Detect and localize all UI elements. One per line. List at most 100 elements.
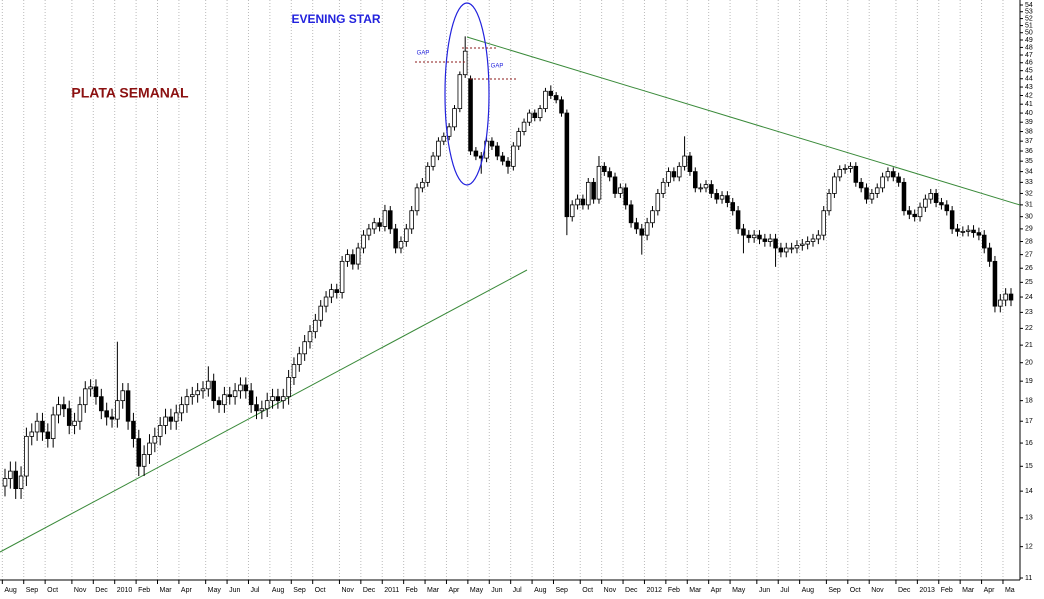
y-tick-label: 19 bbox=[1025, 378, 1033, 385]
x-tick-label: Jul bbox=[780, 587, 789, 594]
candle-body bbox=[355, 247, 361, 265]
candle-body bbox=[521, 121, 527, 132]
x-tick-label: Oct bbox=[315, 587, 326, 594]
x-tick-label: Dec bbox=[95, 587, 108, 594]
x-tick-label: Mar bbox=[689, 587, 702, 594]
candle-body bbox=[227, 394, 233, 398]
candle-body bbox=[211, 380, 216, 402]
candle-body bbox=[511, 145, 516, 167]
y-tick-label: 42 bbox=[1025, 92, 1033, 99]
y-tick-label: 38 bbox=[1025, 128, 1033, 135]
y-tick-label: 46 bbox=[1025, 60, 1033, 67]
candle-body bbox=[115, 400, 120, 420]
candle-body bbox=[307, 331, 313, 343]
candle-body bbox=[339, 260, 345, 293]
candle-body bbox=[907, 210, 912, 215]
y-tick-label: 47 bbox=[1025, 52, 1033, 59]
y-tick-label: 20 bbox=[1025, 360, 1033, 367]
y-tick-label: 37 bbox=[1025, 138, 1033, 145]
y-tick-label: 33 bbox=[1025, 179, 1033, 186]
y-tick-label: 28 bbox=[1025, 238, 1033, 245]
y-tick-label: 16 bbox=[1025, 440, 1033, 447]
x-tick-label: Aug bbox=[272, 587, 285, 594]
y-tick-label: 34 bbox=[1025, 168, 1033, 175]
candle-body bbox=[88, 386, 93, 390]
candle-body bbox=[976, 232, 982, 236]
y-tick-label: 25 bbox=[1025, 279, 1033, 286]
x-tick-label: Dec bbox=[363, 587, 376, 594]
candle-body bbox=[998, 299, 1003, 307]
annotation: GAP bbox=[417, 51, 430, 57]
candle-body bbox=[693, 171, 698, 189]
candle-body bbox=[864, 187, 869, 200]
candle-body bbox=[901, 181, 907, 212]
candle-body bbox=[805, 241, 810, 245]
candle-body bbox=[783, 247, 789, 253]
candle-body bbox=[318, 305, 323, 321]
x-tick-label: May bbox=[208, 587, 222, 594]
candle-body bbox=[602, 165, 607, 173]
candle-body bbox=[960, 230, 966, 233]
candle-body bbox=[120, 390, 125, 402]
x-tick-label: Aug bbox=[4, 587, 17, 594]
candle-body bbox=[505, 160, 511, 167]
y-tick-label: 17 bbox=[1025, 418, 1033, 425]
candle-body bbox=[516, 131, 521, 147]
candle-body bbox=[495, 145, 500, 157]
candle-body bbox=[414, 187, 420, 212]
candle-body bbox=[607, 171, 612, 178]
candle-body bbox=[917, 206, 923, 218]
candle-body bbox=[206, 380, 211, 390]
candle-body bbox=[821, 210, 826, 236]
candle-body bbox=[955, 228, 960, 232]
y-tick-label: 12 bbox=[1025, 544, 1033, 551]
y-tick-label: 40 bbox=[1025, 110, 1033, 117]
y-tick-label: 53 bbox=[1025, 9, 1033, 16]
y-tick-label: 41 bbox=[1025, 101, 1033, 108]
candle-body bbox=[559, 99, 564, 114]
candle-body bbox=[323, 296, 329, 307]
candle-body bbox=[345, 254, 350, 262]
candle-body bbox=[826, 193, 832, 212]
candle-body bbox=[420, 181, 425, 189]
candle-body bbox=[109, 416, 115, 420]
candle-body bbox=[18, 475, 24, 489]
candle-body bbox=[195, 390, 200, 396]
candle-body bbox=[767, 238, 773, 242]
evening-star-ellipse bbox=[444, 2, 490, 186]
y-tick-label: 39 bbox=[1025, 119, 1033, 126]
candle-body bbox=[136, 438, 142, 467]
y-tick-label: 43 bbox=[1025, 84, 1033, 91]
y-tick-label: 21 bbox=[1025, 342, 1033, 349]
candle-body bbox=[200, 388, 206, 392]
x-tick-label: Nov bbox=[341, 587, 354, 594]
x-tick-label: May bbox=[732, 587, 746, 594]
candle-body bbox=[270, 396, 275, 402]
x-tick-label: 2012 bbox=[646, 587, 662, 594]
y-tick-label: 14 bbox=[1025, 488, 1033, 495]
candle-body bbox=[264, 400, 270, 410]
candle-body bbox=[473, 150, 479, 157]
x-tick-label: Jun bbox=[491, 587, 502, 594]
candle-body bbox=[409, 210, 414, 230]
candle-body bbox=[794, 245, 800, 249]
x-tick-label: Mar bbox=[160, 587, 173, 594]
candle-body bbox=[709, 184, 714, 194]
x-tick-label: Feb bbox=[138, 587, 150, 594]
candle-body bbox=[591, 181, 596, 200]
candle-body bbox=[179, 404, 184, 414]
candle-body bbox=[933, 193, 939, 203]
candle-body bbox=[168, 416, 174, 422]
candle-body bbox=[741, 228, 746, 236]
candle-body bbox=[82, 388, 88, 406]
candle-body bbox=[291, 364, 297, 378]
candle-body bbox=[639, 228, 645, 236]
candle-body bbox=[184, 396, 190, 406]
candle-body bbox=[388, 210, 393, 230]
candle-body bbox=[751, 234, 757, 239]
candle-body bbox=[66, 408, 72, 426]
y-tick-label: 31 bbox=[1025, 202, 1033, 209]
y-tick-label: 44 bbox=[1025, 76, 1033, 83]
x-tick-label: Mar bbox=[962, 587, 975, 594]
candle-body bbox=[832, 176, 837, 194]
